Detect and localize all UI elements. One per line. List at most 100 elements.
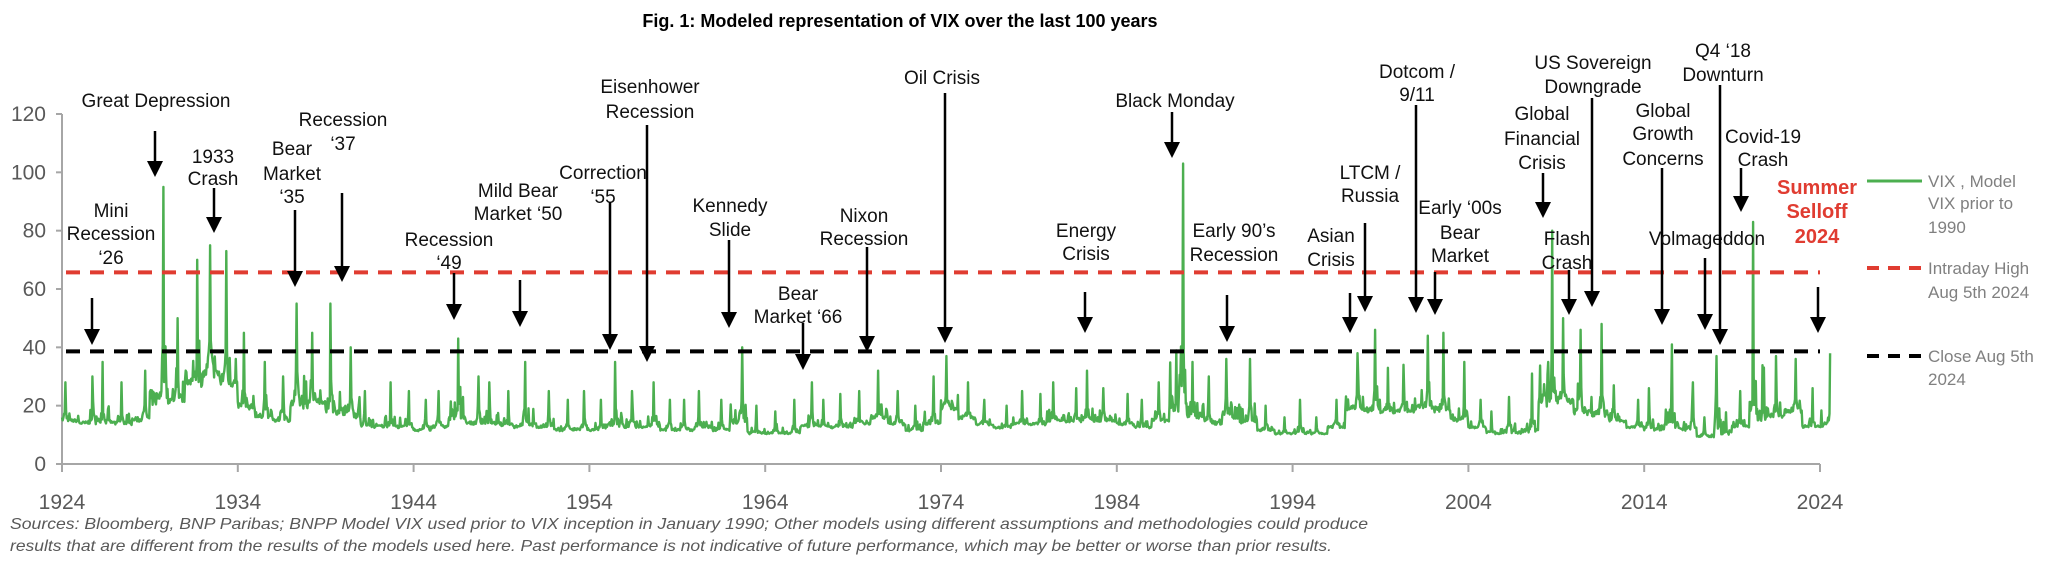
annotation-label: ‘55 (590, 187, 615, 208)
annotation-label: Downgrade (1544, 77, 1641, 98)
annotation: Black Monday (1115, 91, 1235, 158)
arrowhead-icon (1712, 329, 1728, 345)
annotation-label: Recession (820, 229, 909, 250)
footnote-line-2: results that are different from the resu… (10, 538, 1332, 555)
axes: 0 20 40 60 80 100 120 1924 1934 1944 1954 1964 1974 1… (11, 103, 1844, 514)
annotation-label: Covid-19 (1725, 127, 1801, 148)
annotation-label: Crash (1542, 253, 1593, 274)
legend-label: VIX prior to (1928, 194, 2013, 213)
annotation: Kennedy Slide (692, 196, 768, 328)
legend-label: 1990 (1928, 218, 1966, 237)
annotation-label: Crisis (1518, 153, 1566, 174)
x-tick-label: 1944 (390, 491, 437, 514)
y-tick-label: 120 (11, 103, 46, 126)
annotation-label: Market ‘66 (754, 307, 843, 328)
annotation-label: Crash (1738, 150, 1789, 171)
x-tick-label: 1934 (214, 491, 261, 514)
annotation-label: Market ‘50 (474, 204, 563, 225)
annotation-label: Crisis (1062, 244, 1110, 265)
arrowhead-icon (512, 311, 528, 327)
annotations: Great DepressionMiniRecession‘261933Cras… (67, 41, 1857, 370)
annotation-label: Mini (94, 201, 129, 222)
annotation-label: Market (263, 164, 322, 185)
annotation: Bear Market‘35 (263, 139, 322, 287)
annotation: US Sovereign Downgrade (1534, 53, 1652, 307)
annotation-label: Early 90’s (1192, 221, 1275, 242)
annotation-label: ‘26 (98, 248, 123, 269)
y-tick-label: 40 (23, 336, 46, 359)
arrowhead-icon (859, 336, 875, 352)
arrowhead-icon (446, 304, 462, 320)
legend-label: VIX , Model (1928, 172, 2016, 191)
x-tick-label: 1954 (566, 491, 613, 514)
annotation: Dotcom /9/11 (1379, 62, 1456, 313)
annotation: Volmageddon (1649, 229, 1765, 330)
annotation-label: ‘37 (330, 134, 355, 155)
annotation: Global Financial Crisis (1504, 104, 1580, 218)
x-tick-label: 1984 (1093, 491, 1140, 514)
reference-lines (66, 270, 1820, 354)
annotation: Oil Crisis (904, 68, 980, 343)
annotation-label: Crash (188, 169, 239, 190)
arrowhead-icon (1342, 317, 1358, 333)
arrowhead-icon (639, 346, 655, 362)
annotation-label: Great Depression (82, 91, 231, 112)
x-tick-label: 1964 (742, 491, 789, 514)
annotation-label: Slide (709, 220, 751, 241)
annotation-label: Russia (1341, 186, 1400, 207)
annotation-label: Nixon (840, 206, 889, 227)
arrowhead-icon (1427, 299, 1443, 315)
arrowhead-icon (1584, 291, 1600, 307)
legend-item: Close Aug 5th 2024 (1867, 347, 2034, 389)
annotation-label: 9/11 (1399, 85, 1435, 106)
arrowhead-icon (1810, 317, 1826, 333)
arrowhead-icon (1077, 317, 1093, 333)
y-tick-label: 100 (11, 161, 46, 184)
annotation-label: Downturn (1682, 65, 1763, 86)
annotation-label: Kennedy (692, 196, 768, 217)
arrowhead-icon (937, 327, 953, 343)
annotation-label: Recession (1190, 245, 1279, 266)
vix-line (60, 162, 1832, 439)
arrowhead-icon (334, 266, 350, 282)
arrowhead-icon (84, 329, 100, 345)
arrowhead-icon (147, 161, 163, 177)
arrowhead-icon (1357, 296, 1373, 312)
arrowhead-icon (1697, 314, 1713, 330)
annotation-label: Oil Crisis (904, 68, 980, 89)
chart-title: Fig. 1: Modeled representation of VIX ov… (642, 11, 1157, 31)
annotation: Early 90’s Recession (1190, 221, 1279, 342)
annotation-label: US Sovereign (1534, 53, 1651, 74)
annotation-label: Financial (1504, 129, 1580, 150)
annotation-label: Q4 ‘18 (1695, 41, 1751, 62)
annotation: Q4 ‘18 Downturn (1682, 41, 1764, 345)
annotation-label: Flash (1544, 229, 1590, 250)
annotation: Recession‘49 (405, 230, 493, 320)
annotation-label: Recession (299, 110, 388, 131)
annotation-label: Dotcom / (1379, 62, 1456, 83)
annotation: LTCM /Russia (1340, 163, 1401, 312)
arrowhead-icon (721, 312, 737, 328)
arrowhead-icon (1535, 202, 1551, 218)
arrowhead-icon (1164, 142, 1180, 158)
x-tick-label: 1994 (1269, 491, 1316, 514)
annotation-label: 2024 (1795, 226, 1840, 248)
annotation-label: Early ‘00s (1418, 198, 1501, 219)
annotation-label: Volmageddon (1649, 229, 1765, 250)
annotation: Great Depression (82, 91, 231, 177)
arrowhead-icon (1408, 297, 1424, 313)
annotation: Asian Crisis (1307, 226, 1358, 333)
annotation-label: Concerns (1622, 149, 1703, 170)
annotation-label: Crisis (1307, 250, 1355, 271)
annotation-label: Growth (1632, 124, 1693, 145)
legend-item: Intraday High Aug 5th 2024 (1867, 259, 2029, 302)
annotation-label: Global (1636, 101, 1691, 122)
annotation-label: Bear (272, 139, 313, 160)
